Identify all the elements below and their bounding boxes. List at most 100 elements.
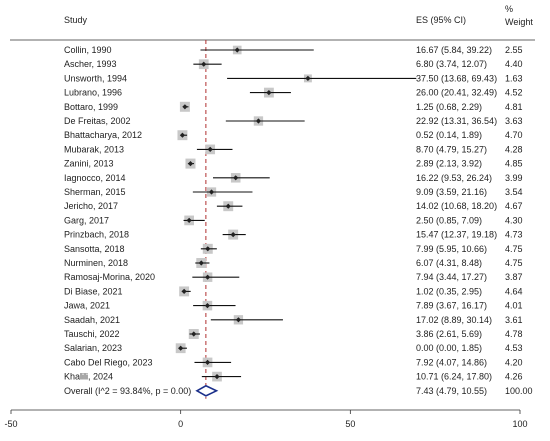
study-row: Prinzbach, 2018 15.47 (12.37, 19.18) 4.73 xyxy=(64,230,523,240)
es-ci-value: 3.86 (2.61, 5.69) xyxy=(416,329,482,339)
weight-value: 4.85 xyxy=(505,159,523,169)
es-ci-value: 14.02 (10.68, 18.20) xyxy=(416,201,497,211)
study-label: Zanini, 2013 xyxy=(64,159,114,169)
study-label: Di Biase, 2021 xyxy=(64,286,123,296)
es-ci-value: 26.00 (20.41, 32.49) xyxy=(416,88,497,98)
x-tick-label: -50 xyxy=(4,419,17,429)
study-label: Unsworth, 1994 xyxy=(64,73,127,83)
point-estimate xyxy=(235,317,242,323)
header-weight-percent: % xyxy=(505,4,513,14)
study-label: Prinzbach, 2018 xyxy=(64,230,129,240)
weight-value: 4.67 xyxy=(505,201,523,211)
weight-value: 4.20 xyxy=(505,357,523,367)
weight-value: 4.73 xyxy=(505,230,523,240)
es-ci-value: 7.94 (3.44, 17.27) xyxy=(416,272,487,282)
es-ci-value: 0.00 (0.00, 1.85) xyxy=(416,343,482,353)
study-label: Jawa, 2021 xyxy=(64,301,110,311)
es-ci-value: 17.02 (8.89, 30.14) xyxy=(416,315,492,325)
study-label: Bhattacharya, 2012 xyxy=(64,130,142,140)
overall-label: Overall (I^2 = 93.84%, p = 0.00) xyxy=(64,386,191,396)
study-label: Sherman, 2015 xyxy=(64,187,126,197)
point-estimate xyxy=(207,146,213,152)
point-estimate xyxy=(204,303,211,309)
study-label: Jericho, 2017 xyxy=(64,201,118,211)
weight-value: 4.64 xyxy=(505,286,523,296)
es-ci-value: 8.70 (4.79, 15.27) xyxy=(416,144,487,154)
overall-row: Overall (I^2 = 93.84%, p = 0.00) 7.43 (4… xyxy=(64,384,533,397)
point-estimate xyxy=(186,217,192,223)
point-estimate xyxy=(234,47,240,53)
study-label: Ascher, 1993 xyxy=(64,59,117,69)
point-estimate xyxy=(187,161,194,167)
study-row: Salarian, 2023 0.00 (0.00, 1.85) 4.53 xyxy=(64,343,523,353)
x-axis-ticks: -50 0 50 100 xyxy=(4,410,528,429)
study-label: De Freitas, 2002 xyxy=(64,116,131,126)
weight-value: 3.54 xyxy=(505,187,523,197)
study-rows: Collin, 1990 16.67 (5.84, 39.22) 2.55 Asche… xyxy=(64,45,523,382)
point-estimate xyxy=(178,345,184,351)
study-row: Cabo Del Riego, 2023 7.92 (4.07, 14.86) 4.… xyxy=(64,357,523,367)
es-ci-value: 7.99 (5.95, 10.66) xyxy=(416,244,487,254)
point-estimate xyxy=(179,132,186,138)
es-ci-value: 16.22 (9.53, 26.24) xyxy=(416,173,492,183)
study-row: Di Biase, 2021 1.02 (0.35, 2.95) 4.64 xyxy=(64,286,523,296)
x-tick-label: 50 xyxy=(345,419,355,429)
weight-value: 1.63 xyxy=(505,73,523,83)
weight-value: 4.70 xyxy=(505,130,523,140)
overall-es: 7.43 (4.79, 10.55) xyxy=(416,386,487,396)
study-label: Iagnocco, 2014 xyxy=(64,173,126,183)
point-estimate xyxy=(208,189,215,195)
point-estimate xyxy=(305,75,311,81)
overall-weight: 100.00 xyxy=(505,386,533,396)
es-ci-value: 16.67 (5.84, 39.22) xyxy=(416,45,492,55)
weight-value: 3.63 xyxy=(505,116,523,126)
study-row: Iagnocco, 2014 16.22 (9.53, 26.24) 3.99 xyxy=(64,173,523,183)
es-ci-value: 22.92 (13.31, 36.54) xyxy=(416,116,497,126)
x-tick-label: 0 xyxy=(178,419,183,429)
es-ci-value: 6.80 (3.74, 12.07) xyxy=(416,59,487,69)
study-label: Cabo Del Riego, 2023 xyxy=(64,357,153,367)
study-row: Tauschi, 2022 3.86 (2.61, 5.69) 4.78 xyxy=(64,329,523,339)
study-row: Bottaro, 1999 1.25 (0.68, 2.29) 4.81 xyxy=(64,102,523,112)
point-estimate xyxy=(255,118,262,124)
study-label: Mubarak, 2013 xyxy=(64,144,124,154)
weight-value: 4.28 xyxy=(505,144,523,154)
study-row: Jawa, 2021 7.89 (3.67, 16.17) 4.01 xyxy=(64,301,523,311)
study-row: Collin, 1990 16.67 (5.84, 39.22) 2.55 xyxy=(64,45,523,55)
weight-value: 4.75 xyxy=(505,258,523,268)
es-ci-value: 15.47 (12.37, 19.18) xyxy=(416,230,497,240)
study-label: Salarian, 2023 xyxy=(64,343,122,353)
weight-value: 3.99 xyxy=(505,173,523,183)
weight-value: 4.01 xyxy=(505,301,523,311)
weight-value: 4.30 xyxy=(505,215,523,225)
point-estimate xyxy=(191,331,197,337)
overall-diamond xyxy=(195,384,219,397)
study-label: Garg, 2017 xyxy=(64,215,109,225)
header-weight: Weight xyxy=(505,17,533,27)
weight-value: 4.78 xyxy=(505,329,523,339)
weight-value: 4.40 xyxy=(505,59,523,69)
weight-value: 4.81 xyxy=(505,102,523,112)
study-label: Saadah, 2021 xyxy=(64,315,120,325)
study-row: Zanini, 2013 2.89 (2.13, 3.92) 4.85 xyxy=(64,158,523,169)
study-row: Nurminen, 2018 6.07 (4.31, 8.48) 4.75 xyxy=(64,258,523,268)
point-estimate xyxy=(205,246,211,252)
point-estimate xyxy=(204,359,211,365)
es-ci-value: 7.89 (3.67, 16.17) xyxy=(416,301,487,311)
es-ci-value: 1.25 (0.68, 2.29) xyxy=(416,102,482,112)
study-label: Lubrano, 1996 xyxy=(64,88,122,98)
study-row: Jericho, 2017 14.02 (10.68, 18.20) 4.67 xyxy=(64,201,523,211)
study-label: Sansotta, 2018 xyxy=(64,244,125,254)
es-ci-value: 10.71 (6.24, 17.80) xyxy=(416,372,492,382)
study-row: Sansotta, 2018 7.99 (5.95, 10.66) 4.75 xyxy=(64,244,523,254)
es-ci-value: 37.50 (13.68, 69.43) xyxy=(416,73,497,83)
weight-value: 4.75 xyxy=(505,244,523,254)
weight-value: 2.55 xyxy=(505,45,523,55)
study-row: De Freitas, 2002 22.92 (13.31, 36.54) 3.63 xyxy=(64,116,523,126)
study-row: Saadah, 2021 17.02 (8.89, 30.14) 3.61 xyxy=(64,315,523,325)
point-estimate xyxy=(201,61,207,67)
es-ci-value: 0.52 (0.14, 1.89) xyxy=(416,130,482,140)
weight-value: 4.53 xyxy=(505,343,523,353)
study-row: Sherman, 2015 9.09 (3.59, 21.16) 3.54 xyxy=(64,187,523,197)
